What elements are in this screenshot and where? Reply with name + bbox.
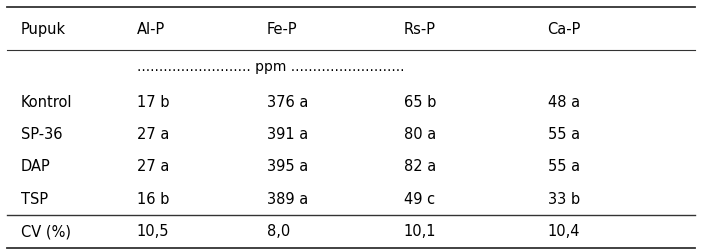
Text: TSP: TSP xyxy=(21,192,48,207)
Text: .......................... ppm ..........................: .......................... ppm .........… xyxy=(137,60,404,74)
Text: 65 b: 65 b xyxy=(404,95,436,110)
Text: 55 a: 55 a xyxy=(548,159,580,174)
Text: Ca-P: Ca-P xyxy=(548,22,581,37)
Text: CV (%): CV (%) xyxy=(21,224,71,239)
Text: DAP: DAP xyxy=(21,159,51,174)
Text: 49 c: 49 c xyxy=(404,192,435,207)
Text: Rs-P: Rs-P xyxy=(404,22,436,37)
Text: SP-36: SP-36 xyxy=(21,127,62,142)
Text: 376 a: 376 a xyxy=(267,95,308,110)
Text: 48 a: 48 a xyxy=(548,95,580,110)
Text: 82 a: 82 a xyxy=(404,159,436,174)
Text: 16 b: 16 b xyxy=(137,192,169,207)
Text: 80 a: 80 a xyxy=(404,127,436,142)
Text: 391 a: 391 a xyxy=(267,127,308,142)
Text: Al-P: Al-P xyxy=(137,22,165,37)
Text: 27 a: 27 a xyxy=(137,159,169,174)
Text: 55 a: 55 a xyxy=(548,127,580,142)
Text: Fe-P: Fe-P xyxy=(267,22,298,37)
Text: Pupuk: Pupuk xyxy=(21,22,66,37)
Text: 389 a: 389 a xyxy=(267,192,308,207)
Text: 17 b: 17 b xyxy=(137,95,169,110)
Text: 27 a: 27 a xyxy=(137,127,169,142)
Text: 10,1: 10,1 xyxy=(404,224,436,239)
Text: 10,4: 10,4 xyxy=(548,224,580,239)
Text: 33 b: 33 b xyxy=(548,192,580,207)
Text: 10,5: 10,5 xyxy=(137,224,169,239)
Text: 8,0: 8,0 xyxy=(267,224,290,239)
Text: 395 a: 395 a xyxy=(267,159,308,174)
Text: Kontrol: Kontrol xyxy=(21,95,72,110)
